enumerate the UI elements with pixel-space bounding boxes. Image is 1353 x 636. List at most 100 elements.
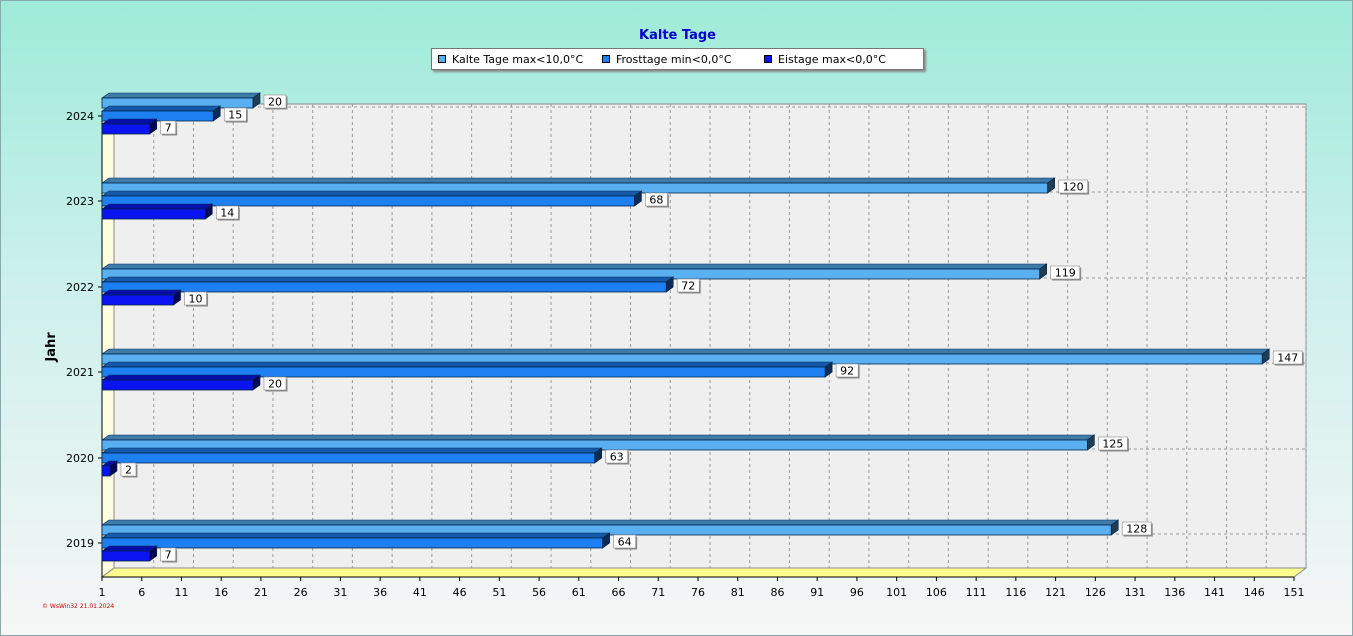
x-tick-label: 146 bbox=[1244, 586, 1265, 599]
data-label-box bbox=[1058, 179, 1088, 194]
x-tick-label: 46 bbox=[453, 586, 467, 599]
bar-top bbox=[101, 276, 675, 283]
data-label: 72 bbox=[681, 280, 695, 293]
bar bbox=[101, 452, 596, 464]
data-label-box bbox=[263, 94, 287, 109]
plot-left-wall bbox=[101, 103, 115, 578]
chart-title: Kalte Tage bbox=[639, 28, 716, 43]
legend-swatch bbox=[602, 55, 610, 63]
x-tick-label: 66 bbox=[612, 586, 626, 599]
data-label: 119 bbox=[1055, 267, 1076, 280]
data-label: 128 bbox=[1126, 523, 1147, 536]
legend-item-eistage: Eistage max<0,0°C bbox=[764, 52, 886, 66]
x-tick-label: 31 bbox=[333, 586, 347, 599]
data-label-box bbox=[223, 107, 247, 122]
x-tick-label: 151 bbox=[1284, 586, 1305, 599]
data-label-box bbox=[1098, 436, 1128, 451]
data-label-box bbox=[645, 192, 668, 207]
bar-top bbox=[101, 263, 1048, 270]
data-label: 147 bbox=[1277, 352, 1298, 365]
data-label-box bbox=[216, 205, 239, 220]
legend-item-frosttage: Frosttage min<0,0°C bbox=[602, 52, 732, 66]
bar-top bbox=[101, 289, 182, 296]
x-tick-label: 86 bbox=[770, 586, 784, 599]
x-tick-label: 56 bbox=[532, 586, 546, 599]
data-label: 7 bbox=[165, 549, 172, 562]
x-tick-label: 36 bbox=[373, 586, 387, 599]
bar-top bbox=[101, 361, 834, 368]
bar bbox=[101, 465, 111, 477]
bar bbox=[101, 366, 826, 378]
bar-top bbox=[101, 447, 603, 454]
data-label: 20 bbox=[268, 378, 282, 391]
data-label-box bbox=[160, 120, 176, 135]
data-label-box bbox=[120, 462, 137, 477]
plot-floor bbox=[100, 567, 1308, 578]
legend-label: Eistage max<0,0°C bbox=[778, 52, 886, 66]
y-tick-label: 2023 bbox=[66, 195, 94, 208]
y-tick-label: 2020 bbox=[66, 452, 94, 465]
data-label: 10 bbox=[189, 293, 203, 306]
x-tick-label: 11 bbox=[174, 586, 188, 599]
data-label: 14 bbox=[220, 207, 234, 220]
bar bbox=[101, 294, 174, 306]
x-tick-label: 76 bbox=[691, 586, 705, 599]
x-tick-label: 51 bbox=[492, 586, 506, 599]
bar-top bbox=[101, 374, 261, 381]
bar-top bbox=[101, 203, 214, 210]
bar-top bbox=[101, 434, 1096, 441]
y-axis-label: Jahr bbox=[44, 332, 59, 363]
chart-legend: Kalte Tage max<10,0°C Frosttage min<0,0°… bbox=[431, 48, 924, 70]
bar-top bbox=[101, 190, 643, 197]
legend-label: Frosttage min<0,0°C bbox=[616, 52, 732, 66]
x-tick-label: 101 bbox=[886, 586, 907, 599]
data-label: 7 bbox=[165, 122, 172, 135]
data-label-box bbox=[676, 278, 700, 293]
plot-back-wall bbox=[113, 103, 1307, 569]
data-label: 63 bbox=[610, 451, 624, 464]
x-tick-label: 61 bbox=[572, 586, 586, 599]
data-label-box bbox=[605, 449, 628, 464]
bar bbox=[101, 281, 667, 293]
bar bbox=[101, 195, 635, 207]
data-label: 120 bbox=[1063, 181, 1084, 194]
x-tick-label: 131 bbox=[1125, 586, 1146, 599]
bar-top bbox=[101, 545, 158, 552]
y-tick-label: 2021 bbox=[66, 366, 94, 379]
bar-top bbox=[101, 92, 261, 99]
data-label-box bbox=[1050, 265, 1081, 280]
legend-swatch bbox=[764, 55, 772, 63]
x-tick-label: 16 bbox=[214, 586, 228, 599]
bar bbox=[101, 123, 151, 135]
x-tick-label: 71 bbox=[651, 586, 665, 599]
y-tick-label: 2022 bbox=[66, 281, 94, 294]
legend-label: Kalte Tage max<10,0°C bbox=[452, 52, 584, 66]
data-label-box bbox=[263, 376, 287, 391]
x-tick-label: 96 bbox=[850, 586, 864, 599]
footer-note: © WsWin32 21.01.2024 bbox=[42, 603, 115, 610]
data-label: 2 bbox=[125, 464, 132, 477]
bar bbox=[101, 537, 604, 549]
x-tick-label: 121 bbox=[1045, 586, 1066, 599]
x-tick-label: 6 bbox=[138, 586, 145, 599]
legend-swatch bbox=[438, 55, 446, 63]
bar-top bbox=[101, 177, 1056, 184]
x-tick-label: 91 bbox=[810, 586, 824, 599]
data-label-box bbox=[1121, 521, 1152, 536]
data-label-box bbox=[184, 291, 207, 306]
x-tick-label: 21 bbox=[254, 586, 268, 599]
data-label: 68 bbox=[649, 194, 663, 207]
bar-top bbox=[101, 519, 1120, 526]
x-tick-label: 136 bbox=[1164, 586, 1185, 599]
data-label-box bbox=[160, 547, 176, 562]
x-tick-label: 106 bbox=[926, 586, 947, 599]
bar bbox=[101, 208, 206, 220]
data-label: 64 bbox=[618, 536, 632, 549]
bar-top bbox=[101, 118, 158, 125]
x-tick-label: 116 bbox=[1005, 586, 1026, 599]
bar-top bbox=[101, 348, 1271, 355]
bar-top bbox=[101, 105, 222, 112]
y-tick-label: 2024 bbox=[66, 110, 94, 123]
